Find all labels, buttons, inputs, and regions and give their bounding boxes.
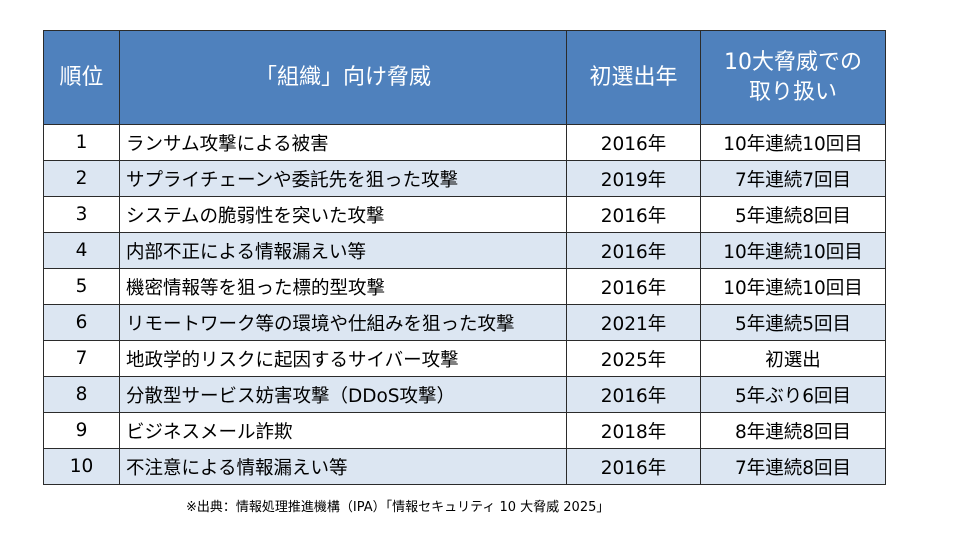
treatment-cell: 5年ぶり6回目 xyxy=(700,376,886,413)
header-treatment-line1: 10大脅威での xyxy=(724,49,862,75)
table-row: 8 分散型サービス妨害攻撃（DDoS攻撃） 2016年 5年ぶり6回目 xyxy=(43,376,886,413)
table-row: 9 ビジネスメール詐欺 2018年 8年連続8回目 xyxy=(43,412,886,449)
treatment-cell: 7年連続7回目 xyxy=(700,160,886,197)
first-year-cell: 2016年 xyxy=(566,268,701,305)
rank-cell: 4 xyxy=(43,232,120,269)
table-row: 10 不注意による情報漏えい等 2016年 7年連続8回目 xyxy=(43,448,886,485)
table-body: 1 ランサム攻撃による被害 2016年 10年連続10回目 2 サプライチェーンや委託先を… xyxy=(43,124,886,485)
first-year-cell: 2019年 xyxy=(566,160,701,197)
treatment-cell: 10年連続10回目 xyxy=(700,232,886,269)
table-row: 3 システムの脆弱性を突いた攻撃 2016年 5年連続8回目 xyxy=(43,196,886,233)
table-row: 5 機密情報等を狙った標的型攻撃 2016年 10年連続10回目 xyxy=(43,268,886,305)
treatment-cell: 7年連続8回目 xyxy=(700,448,886,485)
treatment-cell: 初選出 xyxy=(700,340,886,377)
treatment-cell: 8年連続8回目 xyxy=(700,412,886,449)
first-year-cell: 2018年 xyxy=(566,412,701,449)
first-year-cell: 2025年 xyxy=(566,340,701,377)
threat-cell: ランサム攻撃による被害 xyxy=(119,124,567,161)
threat-cell: サプライチェーンや委託先を狙った攻撃 xyxy=(119,160,567,197)
treatment-cell: 10年連続10回目 xyxy=(700,268,886,305)
rank-cell: 5 xyxy=(43,268,120,305)
treatment-cell: 5年連続8回目 xyxy=(700,196,886,233)
rank-cell: 1 xyxy=(43,124,120,161)
first-year-cell: 2016年 xyxy=(566,124,701,161)
first-year-cell: 2016年 xyxy=(566,196,701,233)
threat-cell: 地政学的リスクに起因するサイバー攻撃 xyxy=(119,340,567,377)
header-treatment: 10大脅威での 取り扱い xyxy=(700,30,886,125)
threat-cell: 分散型サービス妨害攻撃（DDoS攻撃） xyxy=(119,376,567,413)
header-threat: 「組織」向け脅威 xyxy=(119,30,567,125)
threat-ranking-table: 順位 「組織」向け脅威 初選出年 10大脅威での 取り扱い 1 ランサム攻撃による… xyxy=(43,30,886,485)
rank-cell: 2 xyxy=(43,160,120,197)
table-row: 4 内部不正による情報漏えい等 2016年 10年連続10回目 xyxy=(43,232,886,269)
rank-cell: 8 xyxy=(43,376,120,413)
first-year-cell: 2016年 xyxy=(566,232,701,269)
threat-cell: ビジネスメール詐欺 xyxy=(119,412,567,449)
rank-cell: 6 xyxy=(43,304,120,341)
threat-cell: 内部不正による情報漏えい等 xyxy=(119,232,567,269)
header-rank: 順位 xyxy=(43,30,120,125)
table-row: 6 リモートワーク等の環境や仕組みを狙った攻撃 2021年 5年連続5回目 xyxy=(43,304,886,341)
first-year-cell: 2021年 xyxy=(566,304,701,341)
table-header: 順位 「組織」向け脅威 初選出年 10大脅威での 取り扱い xyxy=(43,30,886,125)
threat-ranking-table-container: 順位 「組織」向け脅威 初選出年 10大脅威での 取り扱い 1 ランサム攻撃による… xyxy=(43,30,886,485)
header-treatment-line2: 取り扱い xyxy=(748,79,837,105)
threat-cell: 機密情報等を狙った標的型攻撃 xyxy=(119,268,567,305)
treatment-cell: 10年連続10回目 xyxy=(700,124,886,161)
first-year-cell: 2016年 xyxy=(566,376,701,413)
rank-cell: 3 xyxy=(43,196,120,233)
header-first-year: 初選出年 xyxy=(566,30,701,125)
header-row: 順位 「組織」向け脅威 初選出年 10大脅威での 取り扱い xyxy=(43,30,886,125)
threat-cell: システムの脆弱性を突いた攻撃 xyxy=(119,196,567,233)
source-note: ※出典：情報処理推進機構（IPA）「情報セキュリティ 10 大脅威 2025」 xyxy=(186,500,610,515)
treatment-cell: 5年連続5回目 xyxy=(700,304,886,341)
table-row: 7 地政学的リスクに起因するサイバー攻撃 2025年 初選出 xyxy=(43,340,886,377)
threat-cell: リモートワーク等の環境や仕組みを狙った攻撃 xyxy=(119,304,567,341)
first-year-cell: 2016年 xyxy=(566,448,701,485)
rank-cell: 9 xyxy=(43,412,120,449)
table-row: 2 サプライチェーンや委託先を狙った攻撃 2019年 7年連続7回目 xyxy=(43,160,886,197)
table-row: 1 ランサム攻撃による被害 2016年 10年連続10回目 xyxy=(43,124,886,161)
rank-cell: 10 xyxy=(43,448,120,485)
threat-cell: 不注意による情報漏えい等 xyxy=(119,448,567,485)
rank-cell: 7 xyxy=(43,340,120,377)
